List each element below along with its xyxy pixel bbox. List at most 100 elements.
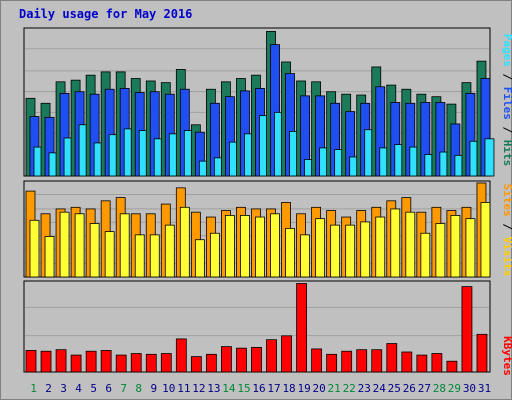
day-label-10: 10 — [162, 382, 175, 395]
bar-sites-day-5 — [89, 223, 100, 278]
day-label-13: 13 — [207, 382, 220, 395]
bar-sites-day-8 — [134, 234, 145, 278]
day-label-14: 14 — [222, 382, 236, 395]
bar-kbytes-day-16 — [251, 346, 262, 373]
day-label-1: 1 — [30, 382, 37, 395]
bar-sites-day-21 — [330, 224, 341, 278]
bar-kbytes-day-21 — [326, 353, 338, 373]
bar-kbytes-day-5 — [85, 350, 97, 373]
bar-sites-day-4 — [74, 213, 85, 278]
bar-sites-day-27 — [420, 232, 431, 278]
day-label-21: 21 — [328, 382, 341, 395]
day-label-6: 6 — [105, 382, 112, 395]
bar-kbytes-day-9 — [145, 353, 157, 373]
bar-kbytes-day-7 — [115, 354, 127, 373]
bar-kbytes-day-8 — [130, 353, 142, 373]
day-label-24: 24 — [373, 382, 387, 395]
bar-kbytes-day-26 — [401, 351, 413, 373]
bar-kbytes-day-11 — [175, 338, 187, 373]
bar-sites-day-19 — [300, 234, 310, 278]
day-label-25: 25 — [388, 382, 401, 395]
bar-kbytes-day-18 — [281, 335, 292, 373]
panel-kbytes — [23, 280, 491, 373]
day-label-8: 8 — [135, 382, 142, 395]
bar-kbytes-day-25 — [386, 343, 398, 373]
legend-files: Files — [501, 87, 512, 120]
bar-sites-day-7 — [119, 213, 130, 278]
bar-kbytes-day-24 — [371, 349, 383, 373]
bar-sites-day-6 — [104, 231, 115, 278]
day-label-7: 7 — [120, 382, 127, 395]
bar-kbytes-day-30 — [461, 286, 473, 373]
day-label-2: 2 — [45, 382, 52, 395]
bar-sites-day-13 — [209, 232, 220, 278]
bar-kbytes-day-13 — [205, 353, 217, 373]
bar-sites-day-9 — [149, 234, 160, 278]
day-label-28: 28 — [433, 382, 446, 395]
day-label-30: 30 — [463, 382, 476, 395]
panel-sites-visits — [23, 180, 491, 278]
day-label-5: 5 — [90, 382, 97, 395]
bar-sites-day-20 — [315, 218, 326, 278]
bar-kbytes-day-27 — [416, 354, 428, 373]
day-label-26: 26 — [403, 382, 416, 395]
mid-legend: Sites / Visits — [501, 184, 512, 277]
bar-pages-day-31 — [484, 138, 495, 177]
day-label-16: 16 — [252, 382, 265, 395]
bar-sites-day-11 — [179, 206, 190, 278]
day-label-27: 27 — [418, 382, 431, 395]
legend-hits: Hits — [501, 140, 512, 167]
bar-sites-day-10 — [164, 224, 175, 278]
legend-sep-2: / — [501, 120, 512, 140]
bot-legend: KBytes — [501, 336, 512, 376]
bar-kbytes-day-29 — [446, 360, 458, 373]
legend-sep-1: / — [501, 67, 512, 87]
bar-kbytes-day-10 — [160, 353, 172, 373]
bar-kbytes-day-17 — [266, 339, 277, 373]
bar-kbytes-day-2 — [40, 350, 52, 373]
day-label-3: 3 — [60, 382, 67, 395]
day-label-19: 19 — [297, 382, 310, 395]
bar-sites-day-30 — [465, 218, 476, 278]
bar-sites-day-15 — [240, 215, 250, 278]
bar-sites-day-1 — [29, 219, 40, 278]
legend-sep-3: / — [501, 217, 512, 237]
day-label-15: 15 — [237, 382, 250, 395]
bar-kbytes-day-6 — [100, 350, 112, 373]
day-labels: 1 2 3 4 5 6 7 8 9 10 11 12 13 14 15 16 17 18 19 20 21 22 23 24 2… — [30, 382, 491, 395]
bar-kbytes-day-14 — [221, 346, 232, 373]
legend-kbytes: KBytes — [501, 336, 512, 376]
bar-sites-day-23 — [360, 221, 371, 278]
day-label-22: 22 — [343, 382, 356, 395]
day-label-4: 4 — [75, 382, 82, 395]
chart-title: Daily usage for May 2016 — [19, 7, 192, 21]
bar-kbytes-day-20 — [311, 348, 323, 373]
panel-pages-files-hits — [23, 27, 495, 177]
bar-kbytes-day-3 — [55, 349, 67, 373]
day-label-20: 20 — [313, 382, 326, 395]
bar-sites-day-12 — [194, 239, 205, 278]
bar-sites-day-26 — [405, 211, 416, 278]
bar-sites-day-3 — [59, 211, 70, 278]
day-label-17: 17 — [267, 382, 280, 395]
day-label-31: 31 — [478, 382, 491, 395]
bar-sites-day-14 — [225, 215, 235, 278]
bar-kbytes-day-4 — [70, 354, 82, 373]
bar-sites-day-22 — [345, 224, 356, 278]
day-label-11: 11 — [177, 382, 190, 395]
bar-kbytes-day-22 — [341, 350, 353, 373]
bar-sites-day-18 — [285, 227, 295, 278]
bar-sites-day-25 — [390, 208, 401, 278]
chart-panels — [23, 27, 495, 373]
bar-kbytes-day-28 — [431, 353, 443, 373]
bar-sites-day-31 — [480, 202, 491, 278]
top-legend: Pages / Files / Hits — [501, 34, 512, 167]
legend-visits: Visits — [501, 237, 512, 277]
bar-sites-day-16 — [255, 216, 265, 278]
day-label-29: 29 — [448, 382, 461, 395]
bar-sites-day-28 — [435, 223, 446, 278]
day-label-12: 12 — [192, 382, 205, 395]
bar-sites-day-2 — [44, 236, 55, 278]
